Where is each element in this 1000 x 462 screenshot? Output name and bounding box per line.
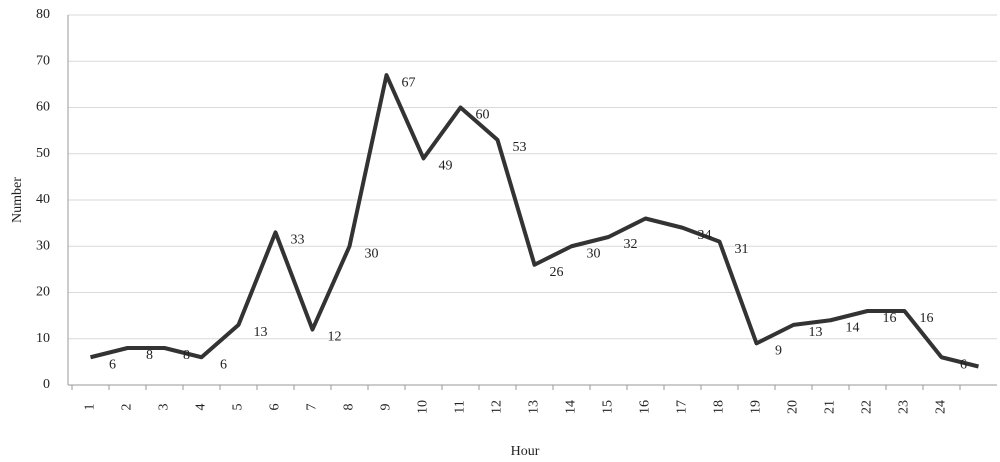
x-tick-label: 8 [342,404,357,411]
x-tick-label: 21 [823,400,838,414]
data-label: 60 [476,108,490,123]
data-label: 49 [439,159,453,174]
y-tick-label: 30 [36,238,50,253]
y-tick-label: 70 [36,53,50,68]
x-tick-label: 15 [601,400,616,414]
data-label: 6 [220,357,227,372]
data-label: 31 [735,242,749,257]
y-tick-label: 0 [43,377,50,392]
y-tick-label: 10 [36,331,50,346]
x-tick-label: 1 [83,404,98,411]
x-tick-label: 24 [934,400,949,414]
x-tick-label: 17 [675,400,690,414]
data-label: 9 [775,344,782,359]
data-label: 13 [809,325,823,340]
y-tick-label: 80 [36,7,50,22]
line-series [90,73,979,369]
x-tick-label: 9 [379,404,394,411]
y-tick-label: 50 [36,146,50,161]
x-tick-label: 4 [194,404,209,411]
x-tick-label: 5 [231,404,246,411]
x-tick-label: 22 [860,400,875,414]
y-tick-label: 60 [36,100,50,115]
data-label: 8 [183,348,190,363]
x-tick-label: 11 [453,400,468,413]
x-tick-label: 23 [897,400,912,414]
data-label: 53 [513,140,527,155]
x-tick-label: 16 [638,400,653,414]
data-label: 16 [883,311,897,326]
x-tick-label: 13 [527,400,542,414]
x-tick-label: 6 [268,404,283,411]
data-label: 14 [846,320,860,335]
data-label: 13 [254,325,268,340]
data-label: 30 [587,246,601,261]
data-label: 34 [698,228,712,243]
y-tick-label: 20 [36,285,50,300]
y-tick-label: 40 [36,192,50,207]
y-axis-label: Number [10,177,25,223]
data-label: 32 [624,237,638,252]
data-label: 6 [960,357,967,372]
data-label: 8 [146,348,153,363]
x-tick-label: 10 [416,400,431,414]
data-label: 33 [291,233,305,248]
data-label: 26 [550,265,564,280]
x-tick-label: 2 [120,404,135,411]
data-label: 16 [920,311,934,326]
x-tick-label: 18 [712,400,727,414]
data-label: 6 [109,357,116,372]
data-label: 30 [365,246,379,261]
x-tick-label: 12 [490,400,505,414]
x-tick-label: 3 [157,404,172,411]
x-tick-label: 7 [305,404,320,411]
x-tick-label: 20 [786,400,801,414]
x-tick-label: 19 [749,400,764,414]
data-label: 12 [328,330,342,345]
x-axis-label: Hour [511,444,540,459]
data-label: 67 [402,75,416,90]
x-tick-label: 14 [564,400,579,414]
